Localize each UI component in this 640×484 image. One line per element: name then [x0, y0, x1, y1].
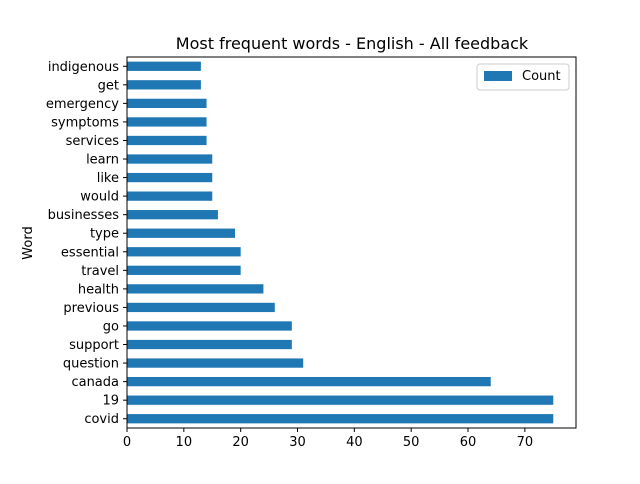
bar-symptoms [127, 117, 207, 127]
y-tick-label-question: question [63, 357, 119, 372]
y-tick-label-canada: canada [71, 375, 119, 390]
plot-frame [126, 56, 577, 429]
y-tick-label-would: would [80, 190, 119, 205]
y-tick-label-emergency: emergency [46, 97, 119, 112]
y-tick-label-previous: previous [63, 301, 119, 316]
y-tick-label-travel: travel [81, 264, 119, 279]
bar-businesses [127, 210, 218, 220]
bar-travel [127, 265, 241, 275]
bar-indigenous [127, 61, 201, 71]
x-tick-label-40: 40 [346, 435, 363, 450]
y-tick-label-learn: learn [86, 153, 119, 168]
y-axis-label: Word [21, 226, 36, 259]
y-tick-label-19: 19 [102, 394, 119, 409]
x-tick-label-70: 70 [517, 435, 534, 450]
y-tick-label-covid: covid [84, 412, 119, 427]
bar-covid [127, 414, 554, 424]
bar-get [127, 80, 201, 90]
legend-swatch-count [484, 71, 512, 81]
legend: Count [476, 63, 570, 91]
bar-learn [127, 154, 213, 164]
y-tick-label-get: get [98, 78, 119, 93]
bar-health [127, 284, 264, 294]
y-tick-label-type: type [90, 227, 119, 242]
y-tick-label-health: health [78, 282, 119, 297]
y-tick-label-services: services [66, 134, 120, 149]
y-tick-label-like: like [97, 171, 119, 186]
legend-box [476, 63, 570, 91]
bar-previous [127, 302, 275, 313]
bar-canada [127, 376, 491, 387]
bar-services [127, 135, 207, 146]
y-tick-label-essential: essential [61, 245, 119, 260]
x-tick-label-10: 10 [176, 435, 193, 450]
y-tick-label-businesses: businesses [48, 208, 120, 223]
x-tick-label-30: 30 [289, 435, 306, 450]
x-tick-label-50: 50 [403, 435, 420, 450]
y-tick-label-go: go [103, 319, 119, 334]
y-tick-label-indigenous: indigenous [48, 60, 119, 75]
x-tick-label-20: 20 [232, 435, 249, 450]
bar-emergency [127, 98, 207, 109]
bar-support [127, 339, 292, 350]
x-tick-label-60: 60 [460, 435, 477, 450]
y-tick-label-support: support [69, 338, 119, 353]
chart-title: Most frequent words - English - All feed… [176, 34, 529, 53]
bar-like [127, 172, 213, 183]
x-tick-label-0: 0 [123, 435, 131, 450]
bar-would [127, 191, 213, 201]
plot-area: covid 19 canada question support go previous he… [46, 56, 577, 450]
bar-essential [127, 247, 241, 257]
legend-label-count: Count [522, 69, 561, 84]
bar-19 [127, 395, 554, 405]
y-tick-label-symptoms: symptoms [51, 115, 119, 130]
bar-go [127, 321, 292, 331]
bar-question [127, 358, 304, 368]
bar-type [127, 228, 235, 238]
